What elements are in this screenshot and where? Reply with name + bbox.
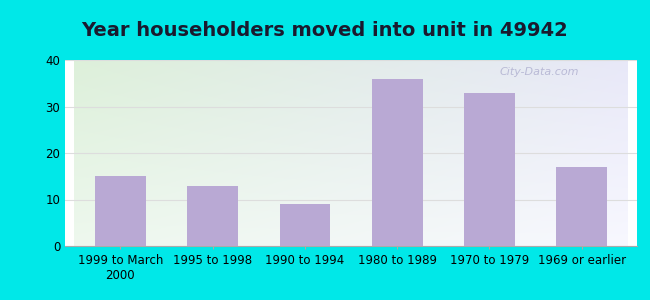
Bar xyxy=(556,167,607,246)
Bar xyxy=(187,185,238,246)
Bar xyxy=(464,92,515,246)
Bar xyxy=(372,79,422,246)
Bar xyxy=(95,176,146,246)
Bar xyxy=(280,204,330,246)
Text: City-Data.com: City-Data.com xyxy=(500,68,579,77)
Text: Year householders moved into unit in 49942: Year householders moved into unit in 499… xyxy=(82,21,568,40)
